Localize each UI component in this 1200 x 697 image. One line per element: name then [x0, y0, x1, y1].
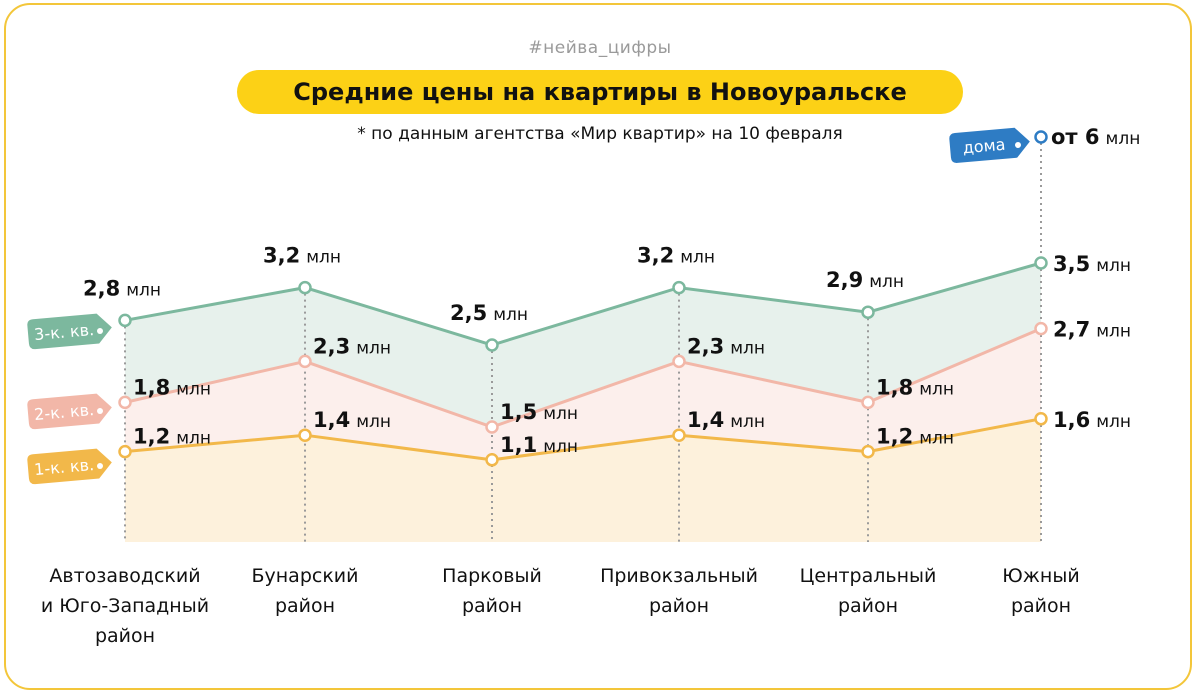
data-label: 2,8 млн [83, 276, 161, 300]
data-point [861, 305, 875, 319]
data-label: 3,2 млн [263, 244, 341, 268]
hashtag: #нейва_цифры [528, 38, 672, 58]
x-axis-label: Центральный район [768, 561, 968, 621]
area-fill-2 [125, 328, 1041, 460]
x-axis-label: Привокзальный район [579, 561, 779, 621]
data-label: 1,6 млн [1053, 408, 1131, 432]
data-point [861, 395, 875, 410]
x-axis-label: Парковый район [392, 561, 592, 621]
data-point [485, 338, 499, 352]
chart-title: Средние цены на квартиры в Новоуральске [293, 78, 907, 106]
houses-point [1034, 130, 1048, 144]
houses-label: от 6 млн [1051, 125, 1140, 149]
x-axis-label-line: Центральный [799, 565, 937, 587]
data-point [861, 444, 875, 459]
data-label: 2,5 млн [450, 301, 528, 325]
x-axis-label-line: Парковый [442, 565, 542, 587]
x-axis-label-line: Привокзальный [600, 565, 758, 587]
x-axis-label-line: и Юго-Западный [40, 595, 210, 617]
x-axis-label-line: район [837, 595, 899, 617]
chart-frame [4, 3, 1192, 690]
legend-tag-3k: 3-к. кв. [27, 313, 112, 350]
svg-text:дома: дома [962, 135, 1006, 158]
chart-subtitle: * по данным агентства «Мир квартир» на 1… [357, 124, 843, 144]
x-axis-label-line: Автозаводский [49, 565, 201, 587]
legend-tag-2k: 2-к. кв. [27, 393, 112, 430]
data-label: 3,2 млн [637, 244, 715, 268]
series-line [124, 327, 1042, 429]
x-axis-label-line: район [94, 625, 156, 647]
data-point [118, 313, 132, 328]
data-label: 1,4 млн [313, 408, 391, 432]
data-label: 1,8 млн [133, 375, 211, 399]
data-point [485, 420, 499, 434]
data-label: 3,5 млн [1053, 252, 1131, 276]
data-point [298, 280, 312, 295]
data-point [1034, 412, 1048, 426]
series-line [124, 261, 1042, 347]
data-label: 2,3 млн [313, 334, 391, 358]
data-point [672, 354, 686, 369]
x-axis-label: Бунарский район [205, 561, 405, 621]
data-label: 1,2 млн [133, 425, 211, 449]
x-axis-label: Автозаводский и Юго-Западный район [25, 561, 225, 651]
data-label: 1,4 млн [687, 408, 765, 432]
x-axis-label-line: район [1010, 595, 1072, 617]
x-axis-label-line: район [461, 595, 523, 617]
legend-tag-1k: 1-к. кв. [27, 448, 112, 485]
data-label: 2,9 млн [826, 268, 904, 292]
data-point [118, 444, 132, 459]
x-axis-label-line: Южный [1002, 565, 1080, 587]
legend-tag-houses: дома [949, 127, 1030, 163]
x-axis-label-line: район [274, 595, 336, 617]
data-label: 1,8 млн [876, 375, 954, 399]
x-axis-label: Южный район [941, 561, 1141, 621]
data-point [485, 453, 499, 467]
x-axis-label-line: Бунарский [251, 565, 359, 587]
x-axis-label-line: район [648, 595, 710, 617]
data-point [1034, 321, 1048, 336]
data-label: 1,2 млн [876, 425, 954, 449]
data-point [298, 354, 312, 369]
data-point [298, 428, 312, 442]
series-line [124, 417, 1042, 462]
data-point [1034, 256, 1048, 270]
data-point [118, 395, 132, 410]
title-background [237, 70, 963, 114]
area-fill-3 [125, 418, 1041, 542]
data-label: 2,7 млн [1053, 318, 1131, 342]
data-point [672, 428, 686, 442]
data-label: 1,5 млн [500, 400, 578, 424]
data-label: 1,1 млн [500, 433, 578, 457]
data-label: 2,3 млн [687, 334, 765, 358]
data-point [672, 280, 686, 295]
